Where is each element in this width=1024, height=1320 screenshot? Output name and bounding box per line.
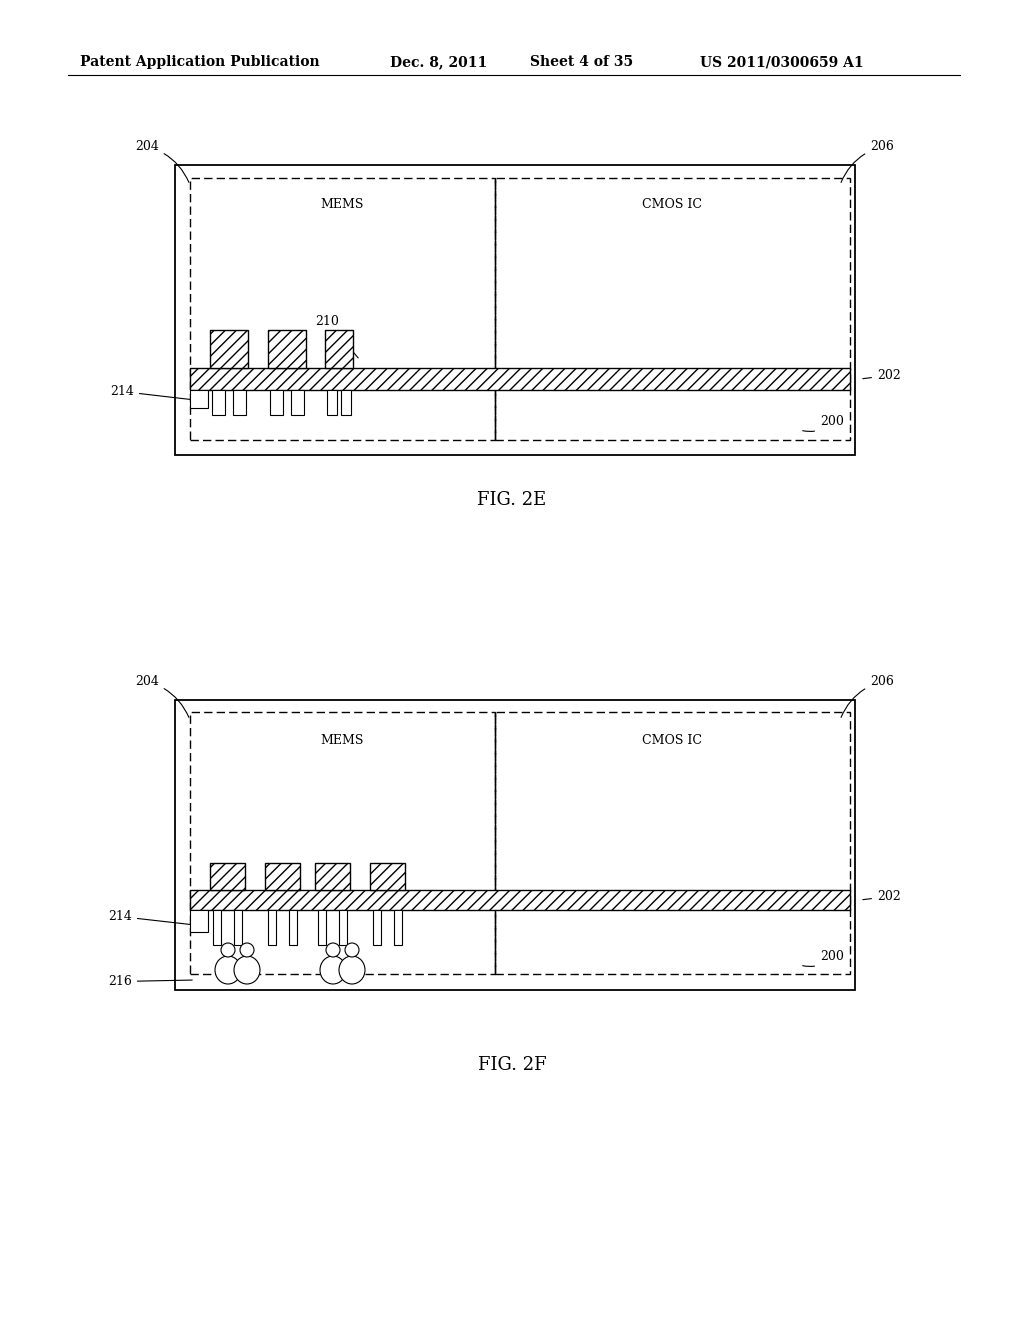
Text: US 2011/0300659 A1: US 2011/0300659 A1	[700, 55, 863, 69]
Bar	[370, 863, 406, 890]
Text: 214: 214	[108, 909, 193, 925]
Bar	[318, 909, 326, 945]
Bar	[190, 909, 208, 932]
Ellipse shape	[345, 942, 359, 957]
Ellipse shape	[240, 942, 254, 957]
Text: 200: 200	[803, 950, 844, 966]
Bar	[394, 909, 402, 945]
Bar	[210, 863, 245, 890]
Bar	[190, 711, 495, 974]
Text: 216: 216	[108, 975, 193, 987]
Bar	[213, 909, 221, 945]
Text: 214: 214	[110, 385, 193, 400]
Text: CMOS IC: CMOS IC	[642, 198, 702, 211]
Text: 204: 204	[135, 140, 189, 182]
Bar	[325, 330, 353, 368]
Bar	[270, 389, 284, 414]
Bar	[175, 700, 855, 990]
Bar	[268, 909, 276, 945]
Bar	[289, 909, 297, 945]
Text: 200: 200	[803, 414, 844, 432]
Text: MEMS: MEMS	[321, 734, 364, 747]
Text: MEMS: MEMS	[321, 198, 364, 211]
Bar	[190, 368, 850, 389]
Text: 206: 206	[841, 140, 894, 182]
Bar	[268, 330, 306, 368]
Text: 202: 202	[863, 370, 901, 381]
Bar	[495, 711, 850, 974]
Bar	[373, 909, 381, 945]
Text: Patent Application Publication: Patent Application Publication	[80, 55, 319, 69]
Ellipse shape	[221, 942, 234, 957]
Bar	[212, 389, 225, 414]
Bar	[339, 909, 347, 945]
Bar	[341, 389, 351, 414]
Bar	[327, 389, 337, 414]
Bar	[175, 165, 855, 455]
Bar	[232, 389, 246, 414]
Bar	[234, 909, 242, 945]
Bar	[190, 389, 208, 408]
Text: Dec. 8, 2011: Dec. 8, 2011	[390, 55, 487, 69]
Ellipse shape	[326, 942, 340, 957]
Ellipse shape	[234, 956, 260, 983]
Text: CMOS IC: CMOS IC	[642, 734, 702, 747]
Text: 210: 210	[315, 315, 358, 358]
Ellipse shape	[339, 956, 365, 983]
Text: 204: 204	[135, 675, 189, 718]
Text: Sheet 4 of 35: Sheet 4 of 35	[530, 55, 633, 69]
Bar	[190, 178, 495, 440]
Text: 206: 206	[841, 675, 894, 718]
Bar	[190, 890, 850, 909]
Text: 202: 202	[863, 890, 901, 903]
Text: FIG. 2E: FIG. 2E	[477, 491, 547, 510]
Bar	[495, 178, 850, 440]
Bar	[210, 330, 248, 368]
Text: FIG. 2F: FIG. 2F	[477, 1056, 547, 1074]
Bar	[291, 389, 304, 414]
Ellipse shape	[215, 956, 241, 983]
Bar	[315, 863, 350, 890]
Bar	[265, 863, 300, 890]
Ellipse shape	[319, 956, 346, 983]
